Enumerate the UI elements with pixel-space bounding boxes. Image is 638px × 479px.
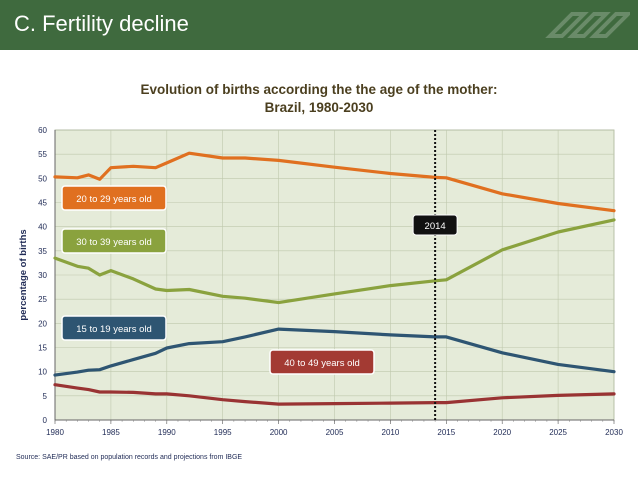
y-axis-label: percentage of births [18, 229, 29, 320]
series-label-box [61, 185, 167, 211]
x-tick-label: 2030 [605, 428, 623, 437]
y-tick-label: 30 [38, 271, 47, 280]
x-tick-label: 1985 [102, 428, 120, 437]
x-tick-label: 2025 [549, 428, 567, 437]
chart-subtitle: Brazil, 1980-2030 [264, 100, 374, 115]
series-line-0 [53, 151, 616, 213]
chart-title: Evolution of births according the the ag… [140, 82, 498, 97]
y-tick-label: 0 [43, 416, 48, 425]
series-line-3 [53, 383, 616, 406]
x-tick-label: 1995 [214, 428, 232, 437]
y-tick-label: 40 [38, 223, 47, 232]
series-label-box [61, 315, 167, 341]
page-title: C. Fertility decline [14, 11, 189, 36]
header-bar: C. Fertility decline [0, 0, 638, 50]
y-tick-label: 5 [43, 392, 48, 401]
y-tick-label: 10 [38, 368, 47, 377]
x-tick-label: 2010 [382, 428, 400, 437]
series-label: 30 to 39 years old [76, 237, 152, 248]
x-tick-label: 1980 [46, 428, 64, 437]
y-tick-label: 50 [38, 174, 47, 183]
series-line-2 [53, 327, 616, 377]
year-marker-box [412, 214, 458, 236]
y-tick-label: 45 [38, 199, 47, 208]
series-label-box [61, 228, 167, 254]
y-tick-label: 25 [38, 295, 47, 304]
source-note: Source: SAE/PR based on population recor… [16, 454, 243, 461]
series-label-box [269, 349, 375, 375]
y-tick-label: 55 [38, 150, 47, 159]
y-tick-label: 20 [38, 319, 47, 328]
x-tick-label: 1990 [158, 428, 176, 437]
y-tick-label: 15 [38, 344, 47, 353]
x-tick-label: 2020 [493, 428, 511, 437]
chain-logo-icon [545, 12, 630, 38]
year-marker-label: 2014 [425, 221, 446, 232]
series-label: 20 to 29 years old [76, 194, 152, 205]
series-label: 40 to 49 years old [284, 358, 360, 369]
y-tick-label: 35 [38, 247, 47, 256]
series-line-1 [53, 218, 616, 305]
x-tick-label: 2000 [270, 428, 288, 437]
x-tick-label: 2005 [326, 428, 344, 437]
y-tick-label: 60 [38, 126, 47, 135]
series-label: 15 to 19 years old [76, 324, 152, 335]
x-tick-label: 2015 [437, 428, 455, 437]
